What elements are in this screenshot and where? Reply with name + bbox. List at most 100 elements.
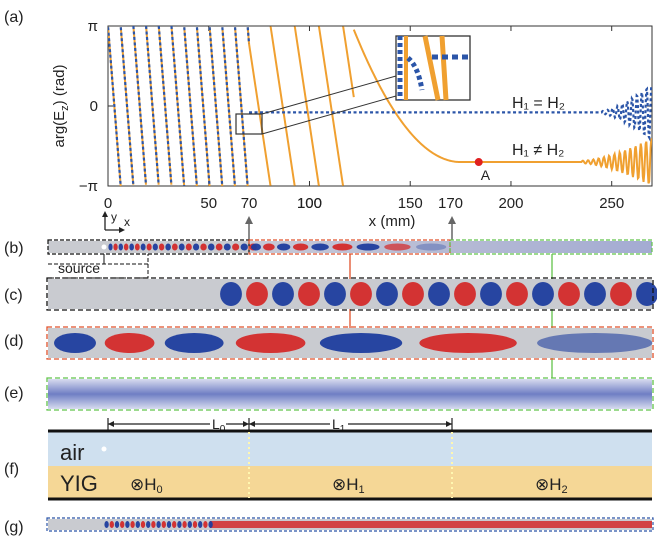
y-axis-label: arg(Ez) (rad) (51, 64, 71, 147)
field-lobe (215, 243, 223, 251)
field-map-c (46, 277, 657, 311)
field-lobe (146, 243, 152, 251)
field-lobe (109, 521, 114, 528)
field-lobe (428, 282, 450, 306)
legend-notequal: H₁ ≠ H₂ (512, 142, 564, 159)
x-tick-label: 200 (498, 195, 523, 212)
panel-label-g: (g) (4, 519, 24, 536)
point-a-label: A (481, 167, 491, 183)
field-lobe (537, 333, 653, 353)
coordinate-axes-icon: y x (102, 210, 130, 233)
field-lobe (324, 282, 346, 306)
field-map-g (46, 517, 654, 532)
field-lobe (113, 243, 118, 251)
field-lobe (558, 282, 580, 306)
field-lobe (250, 243, 262, 251)
air-layer (48, 432, 652, 466)
panel-label-d: (d) (4, 333, 24, 350)
field-map-e (46, 377, 654, 411)
box-green-e (46, 377, 654, 411)
field-lobe (118, 243, 124, 251)
field-lobe (187, 521, 192, 528)
field-lobe (356, 243, 380, 251)
field-h0-label: ⊗H0 (130, 475, 163, 496)
source-callout: source (48, 254, 149, 279)
box-black-c (46, 277, 654, 311)
field-map-b (47, 239, 653, 255)
otimes-icon: ⊗ (332, 475, 346, 494)
field-lobe (332, 243, 353, 251)
field-lobe (130, 521, 135, 528)
field-lobe (134, 243, 140, 251)
source-dot (101, 244, 107, 250)
field-lobe (104, 333, 155, 353)
yig-label: YIG (60, 471, 98, 496)
field-lobe (298, 282, 320, 306)
source-label: source (58, 260, 100, 276)
field-lobe (135, 521, 140, 528)
point-a-marker (474, 158, 483, 167)
field-lobe (208, 521, 213, 528)
x-tick-label: 150 (398, 195, 423, 212)
field-lobe (506, 282, 528, 306)
otimes-icon: ⊗ (535, 475, 549, 494)
y-tick-label: π (88, 18, 98, 35)
series-equal-line (108, 26, 652, 186)
field-lobe (140, 243, 146, 251)
field-lobe (158, 243, 165, 251)
field-lobe (151, 521, 156, 528)
field-lobe (165, 243, 171, 251)
y-tick-label: −π (79, 178, 98, 195)
marker-tick-label-100: 100 (297, 195, 322, 212)
field-lobe (240, 243, 248, 251)
field-lobe (319, 333, 403, 353)
field-map-d (46, 326, 654, 360)
field-lobe (293, 243, 309, 251)
field-lobe (203, 521, 208, 528)
field-lobe (207, 243, 215, 251)
field-oscillation-g (104, 521, 213, 528)
source-point-f (101, 446, 107, 452)
y-tick-label: 0 (90, 98, 98, 115)
legend-equal: H₁ = H₂ (512, 95, 565, 112)
x-axis-label: x (mm) (369, 213, 416, 230)
axis-y-label: y (111, 210, 117, 224)
marker-arrow-70 (245, 216, 253, 240)
field-lobe (129, 243, 135, 251)
field-lobe (610, 282, 632, 306)
field-lobe (120, 521, 125, 528)
field-lobe (384, 243, 411, 251)
field-lobe (146, 521, 151, 528)
box-red-d (46, 326, 654, 360)
x-tick-label: 100 (297, 195, 322, 212)
marker-tick-label-70: 70 (241, 195, 258, 212)
zoom-connector-2 (261, 95, 397, 135)
field-lobe (54, 333, 96, 353)
air-label: air (60, 440, 84, 465)
panel-label-c: (c) (4, 287, 23, 304)
field-lobe (532, 282, 554, 306)
field-lobe (376, 282, 398, 306)
field-lobe (402, 282, 424, 306)
field-lobe (104, 521, 109, 528)
field-lobe (416, 243, 447, 251)
field-h1-label: ⊗H1 (332, 475, 365, 496)
zoom-inset (395, 35, 471, 101)
panel-label-f: (f) (4, 461, 19, 478)
x-tick-label: 50 (200, 195, 217, 212)
box-blue-g (46, 517, 654, 532)
field-lobe (263, 243, 275, 251)
field-lobe (178, 243, 185, 251)
field-lobe (171, 243, 178, 251)
field-lobe (140, 521, 146, 528)
field-lobe (220, 282, 242, 306)
field-lobe (235, 333, 306, 353)
field-lobe (182, 521, 187, 528)
field-lobe (192, 243, 200, 251)
otimes-icon: ⊗ (130, 475, 144, 494)
axis-x-label: x (124, 215, 130, 229)
field-lobe (277, 243, 291, 251)
